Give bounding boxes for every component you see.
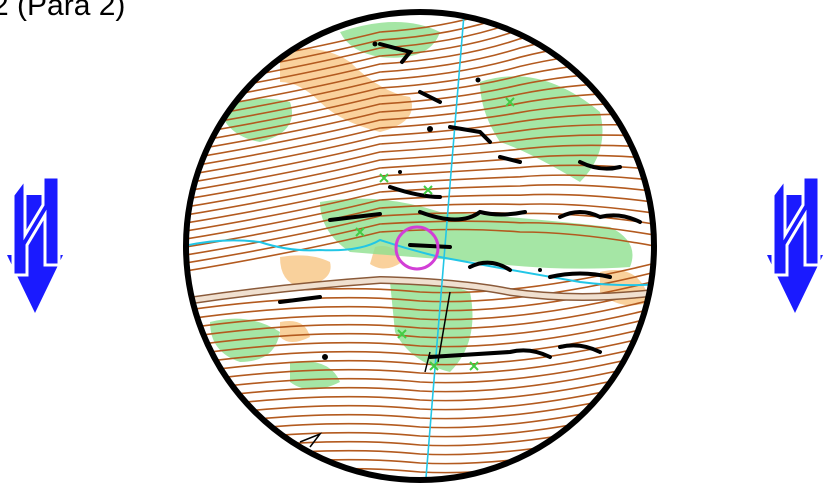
- boulders: [322, 41, 542, 360]
- map-boundary: [183, 9, 657, 483]
- contour-line: [186, 306, 654, 348]
- contour-line: [186, 378, 654, 420]
- contour-line: [186, 324, 654, 366]
- contour-line: [186, 164, 654, 217]
- contour-line: [186, 113, 654, 177]
- north-arrow-icon: [7, 175, 63, 313]
- contour-line: [186, 92, 654, 161]
- contour-line: [186, 228, 654, 273]
- contour-line: [186, 144, 654, 201]
- contour-line: [186, 270, 654, 312]
- contour-line: [186, 154, 654, 209]
- contour-line: [186, 288, 654, 330]
- north-arrow-icon-right: [767, 175, 823, 313]
- cliff-thin-lines: [299, 291, 451, 448]
- special-vegetation-marks: [355, 97, 515, 371]
- contour-line: [186, 351, 654, 393]
- control-circle-icon: [394, 225, 440, 271]
- contour-line: [186, 333, 654, 375]
- contour-line: [186, 174, 654, 225]
- cliff-features: [278, 42, 642, 359]
- contour-line: [186, 12, 654, 89]
- stream: [186, 238, 654, 287]
- contour-line: [186, 102, 654, 169]
- contour-line: [186, 369, 654, 411]
- contour-line: [186, 203, 654, 249]
- contour-line: [186, 360, 654, 402]
- contour-line: [186, 81, 654, 153]
- orienteering-map: [183, 9, 657, 483]
- contour-line: [186, 184, 654, 233]
- page-title: 2 (Para 2): [0, 0, 126, 22]
- contour-line: [186, 342, 654, 384]
- contour-line: [186, 134, 654, 193]
- contour-line: [186, 297, 654, 339]
- contour-line: [186, 211, 654, 257]
- contour-line: [186, 123, 654, 185]
- contour-line: [186, 315, 654, 357]
